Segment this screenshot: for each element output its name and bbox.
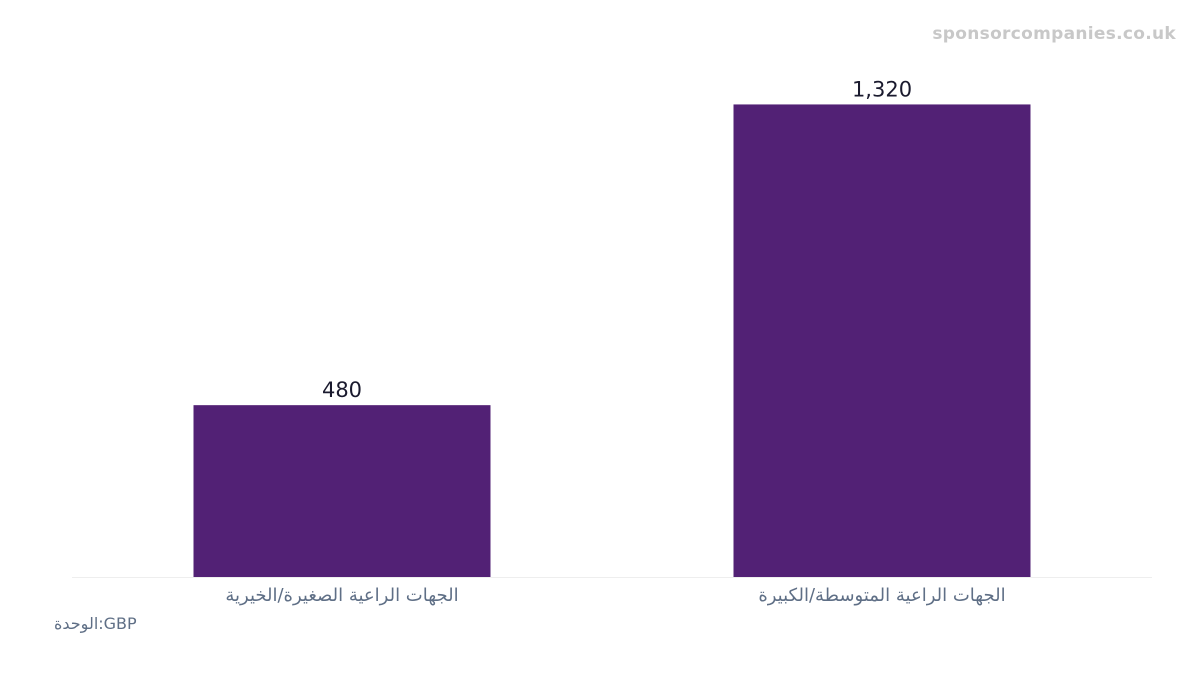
unit-label: الوحدة:GBP xyxy=(54,614,137,633)
tick-labels-group: الجهات الراعية الصغيرة/الخيرية الجهات الر… xyxy=(225,585,1005,606)
bar-1 xyxy=(733,104,1031,577)
x-tick-label-1: الجهات الراعية المتوسطة/الكبيرة xyxy=(758,585,1005,606)
bars-group xyxy=(193,104,1031,577)
x-tick-label-0: الجهات الراعية الصغيرة/الخيرية xyxy=(225,585,458,606)
bar-value-label-0: 480 xyxy=(322,378,362,402)
data-labels-group: 480 1,320 xyxy=(322,77,912,402)
watermark: sponsorcompanies.co.uk xyxy=(932,24,1176,44)
bar-value-label-1: 1,320 xyxy=(852,77,912,101)
bar-0 xyxy=(193,405,491,577)
